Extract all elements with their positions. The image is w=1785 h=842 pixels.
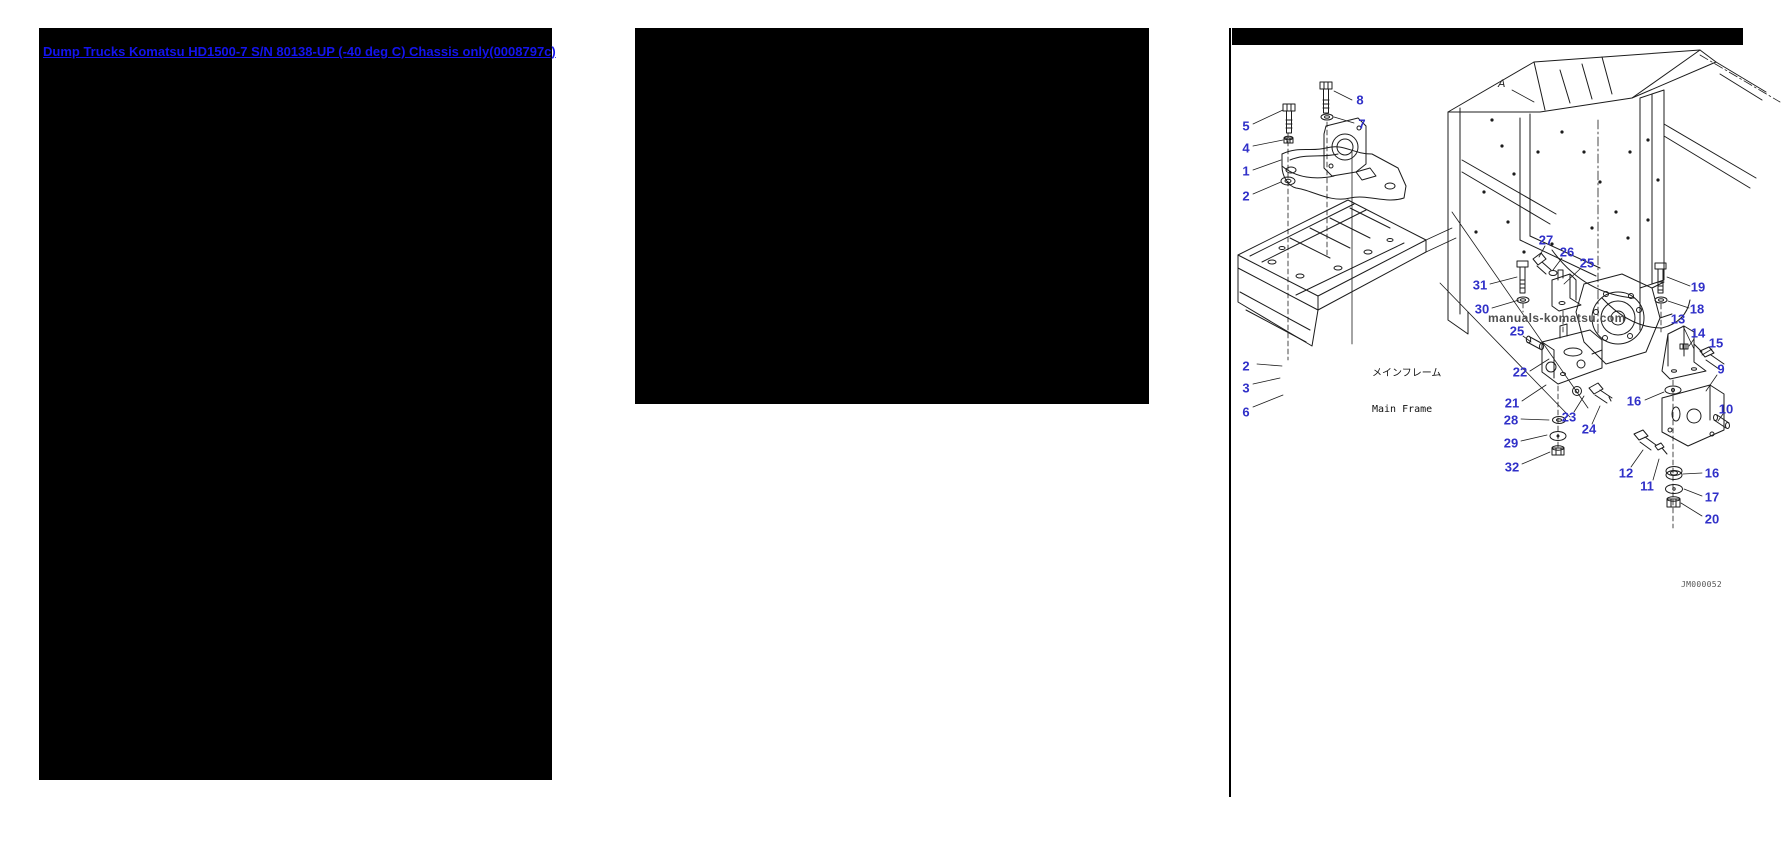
part-callout[interactable]: 31 <box>1472 277 1488 293</box>
frame-label-en: Main Frame <box>1372 404 1433 415</box>
part-callout[interactable]: 27 <box>1538 232 1554 248</box>
part-callout[interactable]: 2 <box>1242 358 1250 374</box>
part-callout[interactable]: 20 <box>1704 511 1720 527</box>
part-callout[interactable]: 8 <box>1356 92 1364 108</box>
part-callout[interactable]: 2 <box>1242 188 1250 204</box>
bracket-22-assembly-drawing <box>1541 323 1613 456</box>
part-callout[interactable]: 24 <box>1581 421 1597 437</box>
construction-lines <box>1287 121 1674 529</box>
top-left-mount-assembly <box>1280 81 1407 201</box>
watermark: manuals-komatsu.com <box>1488 311 1626 325</box>
part-callout[interactable]: 16 <box>1626 393 1642 409</box>
part-callout[interactable]: 28 <box>1503 412 1519 428</box>
part-callout[interactable]: 30 <box>1474 301 1490 317</box>
part-callout[interactable]: 32 <box>1504 459 1520 475</box>
part-callout[interactable]: 25 <box>1579 255 1595 271</box>
frame-label-jp: メインフレーム <box>1372 368 1442 379</box>
part-callout[interactable]: 16 <box>1704 465 1720 481</box>
part-callout[interactable]: 13 <box>1670 311 1686 327</box>
part-callout[interactable]: 10 <box>1718 401 1734 417</box>
part-callout[interactable]: 18 <box>1689 301 1705 317</box>
part-callout[interactable]: 22 <box>1512 364 1528 380</box>
drawing-code: JM000052 <box>1681 580 1722 589</box>
part-callout[interactable]: 29 <box>1503 435 1519 451</box>
part-callout[interactable]: 3 <box>1242 380 1250 396</box>
page-image-middle <box>635 28 1149 404</box>
view-marker-a: A <box>1498 78 1506 90</box>
part-callout[interactable]: 11 <box>1640 478 1654 494</box>
part-callout[interactable]: 9 <box>1717 361 1725 377</box>
part-callout[interactable]: 15 <box>1708 335 1724 351</box>
main-frame-platform-drawing <box>1237 149 1457 347</box>
part-callout[interactable]: 6 <box>1242 404 1250 420</box>
bracket-25-assembly-drawing <box>1516 252 1582 351</box>
part-callout[interactable]: 7 <box>1358 116 1366 132</box>
diagram-left-border <box>1229 28 1231 797</box>
leader-lines <box>1252 90 1724 517</box>
part-callout[interactable]: 14 <box>1690 325 1706 341</box>
diagram-top-bar <box>1232 28 1743 45</box>
frame-label: メインフレーム Main Frame <box>1372 344 1441 428</box>
chassis-frame-drawing <box>1447 49 1781 337</box>
part-callout[interactable]: 21 <box>1504 395 1520 411</box>
bracket-9-assembly-drawing <box>1633 384 1730 508</box>
parts-diagram-line-art <box>1237 49 1781 529</box>
part-callout[interactable]: 4 <box>1242 140 1250 156</box>
part-callout[interactable]: 12 <box>1618 465 1634 481</box>
bracket-13-assembly-drawing <box>1654 262 1725 395</box>
part-callout[interactable]: 26 <box>1559 244 1575 260</box>
part-callout[interactable]: 23 <box>1561 409 1577 425</box>
page-image-left <box>39 28 552 780</box>
part-callout[interactable]: 25 <box>1509 323 1525 339</box>
part-callout[interactable]: 1 <box>1242 163 1250 179</box>
part-callout[interactable]: 17 <box>1704 489 1720 505</box>
part-callout[interactable]: 19 <box>1690 279 1706 295</box>
part-callout[interactable]: 5 <box>1242 118 1250 134</box>
page-title-link[interactable]: Dump Trucks Komatsu HD1500-7 S/N 80138-U… <box>43 44 556 59</box>
